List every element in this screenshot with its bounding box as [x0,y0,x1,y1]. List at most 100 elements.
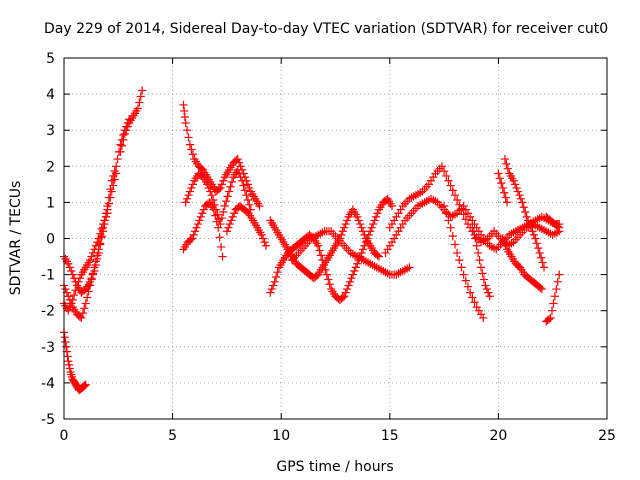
data-point [85,256,95,265]
data-point [500,154,510,164]
y-tick-label: 3 [46,123,55,139]
data-point-interp [190,227,200,236]
data-point [535,248,544,258]
data-point-interp [193,219,203,229]
data-point-interp [356,219,365,229]
data-point [116,140,125,149]
data-point [181,198,190,207]
data-point-interp [369,219,378,229]
data-point-interp [341,288,350,297]
series-track-c [59,328,90,395]
data-point-interp [74,277,83,286]
plot-frame [63,57,608,420]
data-point [64,259,73,268]
data-point-interp [93,238,102,247]
data-point-interp [446,181,455,190]
data-point-interp [199,205,208,214]
data-point-interp [354,216,363,225]
data-point-interp [455,200,464,209]
data-point [472,241,481,250]
data-point-interp [88,269,98,278]
tick-layer: 0 5 10 15 20 25 -5 -4 -3 -2 -1 0 1 2 3 4 5 [41,51,616,444]
data-point-interp [267,284,276,294]
data-point-interp [501,241,510,250]
series-track-k [266,205,384,283]
data-point-interp [64,360,74,369]
data-point [266,288,275,297]
data-point-interp [83,293,92,302]
data-point [233,165,242,175]
data-point-interp [71,286,80,295]
data-point-interp [93,251,102,260]
data-point [220,201,229,211]
data-point-interp [243,195,252,205]
data-point-interp [65,364,74,373]
data-point [498,183,507,193]
data-point-interp [442,171,451,181]
data-point-interp [245,183,254,193]
x-axis-label: GPS time / hours [276,459,393,475]
data-point-interp [358,227,368,236]
y-axis-label: SDTVAR / TECUs [8,181,24,296]
data-point-interp [206,187,215,196]
data-point-interp [510,180,520,189]
data-point [185,140,195,149]
data-point-interp [100,216,109,225]
data-point-interp [198,209,207,218]
series-track-t [542,270,564,326]
data-point-interp [272,272,281,282]
data-point [502,198,512,207]
data-point-interp [549,299,558,308]
data-point-interp [453,195,462,205]
data-point-interp [61,284,70,294]
data-point-interp [371,212,381,221]
data-point-interp [186,235,195,244]
data-point-interp [537,253,546,262]
data-point [494,169,503,178]
data-point-interp [212,217,221,226]
data-point-interp [236,173,245,182]
data-point [340,223,349,232]
y-tick-label: -3 [41,340,55,356]
data-point [242,191,251,200]
data-point-interp [536,283,545,292]
x-tick-label: 20 [489,428,507,444]
data-point-interp [63,352,72,361]
y-tick-label: 4 [46,87,55,103]
data-point [90,263,99,272]
data-point-interp [62,288,71,297]
data-point-interp [96,229,105,238]
chart-title: Day 229 of 2014, Sidereal Day-to-day VTE… [44,21,608,37]
data-point-interp [544,315,554,324]
series-track-e [116,86,147,156]
data-point-interp [182,194,192,203]
data-point [509,176,518,185]
data-point-interp [325,280,334,289]
data-point-interp [119,135,128,144]
data-point [522,212,531,221]
data-point-interp [360,230,369,239]
data-point-interp [495,174,504,183]
data-point-interp [442,209,451,218]
data-point-interp [273,268,282,277]
data-point-interp [450,240,460,249]
y-tick-label: 0 [46,232,55,248]
data-point-interp [528,227,537,236]
data-point-interp [316,251,326,260]
data-point-interp [91,257,100,266]
data-point [555,227,564,236]
data-point-interp [474,248,483,258]
y-tick-label: -5 [41,412,55,428]
data-point-interp [457,263,466,272]
data-point-interp [222,197,231,206]
data-point-interp [342,284,352,294]
data-point-interp [182,126,192,135]
data-point-interp [180,112,190,122]
data-point [224,187,234,196]
series-track-u [542,212,564,229]
series-track-d [59,209,112,315]
data-point [348,270,357,279]
data-point-interp [70,290,79,300]
data-point-interp [532,239,541,248]
data-point-interp [230,209,239,218]
